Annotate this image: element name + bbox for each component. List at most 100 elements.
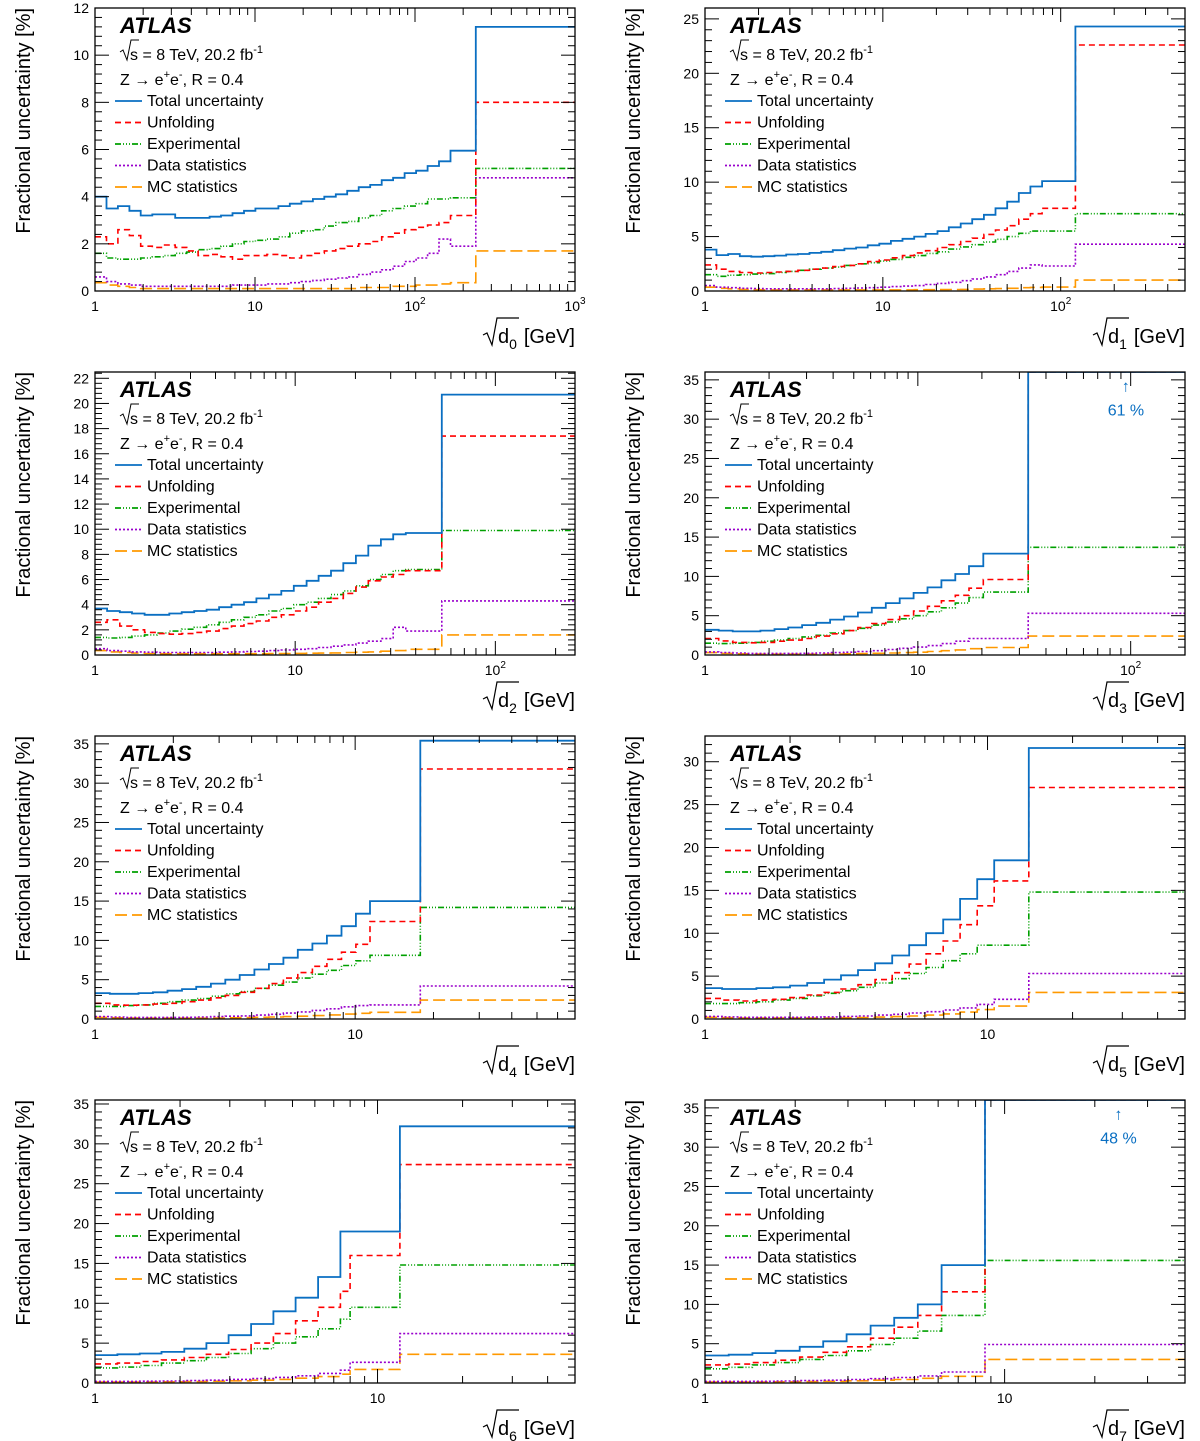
legend-label-total: Total uncertainty [757,457,874,474]
x-tick-label: 10 [247,298,263,314]
panel-d5: 0 5 10 15 20 25 30 1 10 Fractional uncertainty [%… [623,735,1186,1080]
legend-label-unfolding: Unfolding [757,1207,825,1224]
series-total-d1 [705,25,1185,258]
x-tick-label: 1 [701,662,709,678]
y-tick-label: 18 [73,421,89,437]
legend-label-experimental: Experimental [147,500,240,517]
legend: Total uncertainty Unfolding Experimental Da… [115,1185,264,1288]
series-unfolding-d4 [95,768,575,1006]
x-tick-label: 1 [91,662,99,678]
legend: Total uncertainty Unfolding Experimental Da… [115,821,264,924]
x-axis-title: [GeV] d2 [482,681,575,716]
legend-label-datastat: Data statistics [757,158,857,175]
series-unfolding-d7 [705,1100,1185,1366]
plot-frame [94,1099,576,1384]
legend-label-unfolding: Unfolding [147,843,215,860]
y-tick-label: 10 [683,925,699,941]
panel-d6: 0 5 10 15 20 25 30 35 1 10 Fractional uncertainty … [13,1096,576,1441]
y-tick-label: 16 [73,446,89,462]
panel-d2: 0 2 4 6 8 10 12 14 16 18 20 22 1 10 102 Fractional unce… [13,370,576,716]
energy-lumi-text: s = 8 TeV, 20.2 fb-1 [740,408,873,428]
legend-label-mcstat: MC statistics [757,1271,848,1288]
y-tick-label: 0 [81,1011,89,1027]
sqrt-radical [482,681,519,712]
y-tick-label: 6 [81,572,89,588]
x-axis-unit: [GeV] [524,1054,575,1076]
series-total-d0 [95,26,575,219]
y-tick-label: 5 [691,608,699,624]
legend-label-datastat: Data statistics [757,522,857,539]
y-tick-label: 0 [691,1375,699,1391]
series-datastat-d3 [705,612,1185,655]
process-label: Z → e+e-, R = 0.4 [730,797,854,817]
y-tick-label: 5 [691,229,699,245]
x-axis-var: d5 [1108,1054,1127,1080]
series-experimental-d6 [95,1264,575,1369]
y-tick-label: 15 [683,1257,699,1273]
y-tick-label: 35 [683,1100,699,1116]
x-tick-label: 10 [370,1390,386,1406]
y-tick-label: 20 [73,395,89,411]
series-datastat-d2 [95,600,575,654]
y-tick-label: 8 [81,94,89,110]
legend-label-mcstat: MC statistics [757,179,848,196]
plot-frame [94,371,576,656]
sqrt-radical [1092,317,1129,348]
y-tick-label: 30 [73,1136,89,1152]
atlas-label: ATLAS [729,1105,802,1130]
x-axis-title: [GeV] d5 [1092,1045,1185,1080]
sqrt-radical [1092,1045,1129,1076]
atlas-label: ATLAS [729,741,802,766]
legend-label-mcstat: MC statistics [757,907,848,924]
legend-label-total: Total uncertainty [147,93,264,110]
legend: Total uncertainty Unfolding Experimental Da… [725,821,874,924]
series-total-d2 [95,393,575,616]
series-unfolding-d2 [95,435,575,635]
panel-d0: 0 2 4 6 8 10 12 1 10 102 103 Fractional uncertainty… [13,0,586,352]
x-tick-label: 102 [1120,660,1142,678]
y-tick-label: 15 [683,120,699,136]
legend-label-total: Total uncertainty [757,821,874,838]
energy-lumi-text: s = 8 TeV, 20.2 fb-1 [740,44,873,64]
x-tick-label: 10 [287,662,303,678]
x-axis-title: [GeV] d3 [1092,681,1185,716]
y-tick-label: 20 [73,1216,89,1232]
y-tick-label: 0 [81,1375,89,1391]
y-axis-title: Fractional uncertainty [%] [13,1100,35,1326]
series-experimental-d5 [705,891,1185,1005]
energy-lumi-text: s = 8 TeV, 20.2 fb-1 [130,408,263,428]
sqrt-radical [1092,1409,1129,1440]
legend-label-experimental: Experimental [757,500,850,517]
atlas-label: ATLAS [119,741,192,766]
x-tick-label: 1 [701,1390,709,1406]
y-tick-label: 2 [81,622,89,638]
x-tick-label: 1 [91,298,99,314]
x-axis-title: [GeV] d1 [1092,317,1185,352]
energy-lumi-text: s = 8 TeV, 20.2 fb-1 [740,1136,873,1156]
y-tick-label: 10 [683,1296,699,1312]
series-total-d5 [705,747,1185,990]
y-tick-label: 5 [691,1336,699,1352]
legend-label-datastat: Data statistics [757,886,857,903]
y-tick-label: 12 [73,0,89,16]
sqrt-radical [482,317,519,348]
legend-label-unfolding: Unfolding [147,479,215,496]
y-tick-label: 20 [683,65,699,81]
x-tick-label: 1 [701,1026,709,1042]
y-tick-label: 20 [683,1218,699,1234]
y-tick-label: 20 [683,839,699,855]
y-tick-label: 12 [73,496,89,512]
y-tick-label: 14 [73,471,89,487]
energy-lumi-text: s = 8 TeV, 20.2 fb-1 [130,1136,263,1156]
legend-label-unfolding: Unfolding [757,843,825,860]
y-tick-label: 30 [73,775,89,791]
series-unfolding-d3 [705,372,1185,644]
sqrt-s-radical [119,39,139,62]
panel-d4: 0 5 10 15 20 25 30 35 1 10 Fractional uncertainty … [13,735,576,1080]
y-axis-title: Fractional uncertainty [%] [13,372,35,598]
sqrt-radical [482,1045,519,1076]
process-label: Z → e+e-, R = 0.4 [730,1161,854,1181]
x-axis-title: [GeV] d0 [482,317,575,352]
x-axis-var: d6 [498,1418,517,1441]
